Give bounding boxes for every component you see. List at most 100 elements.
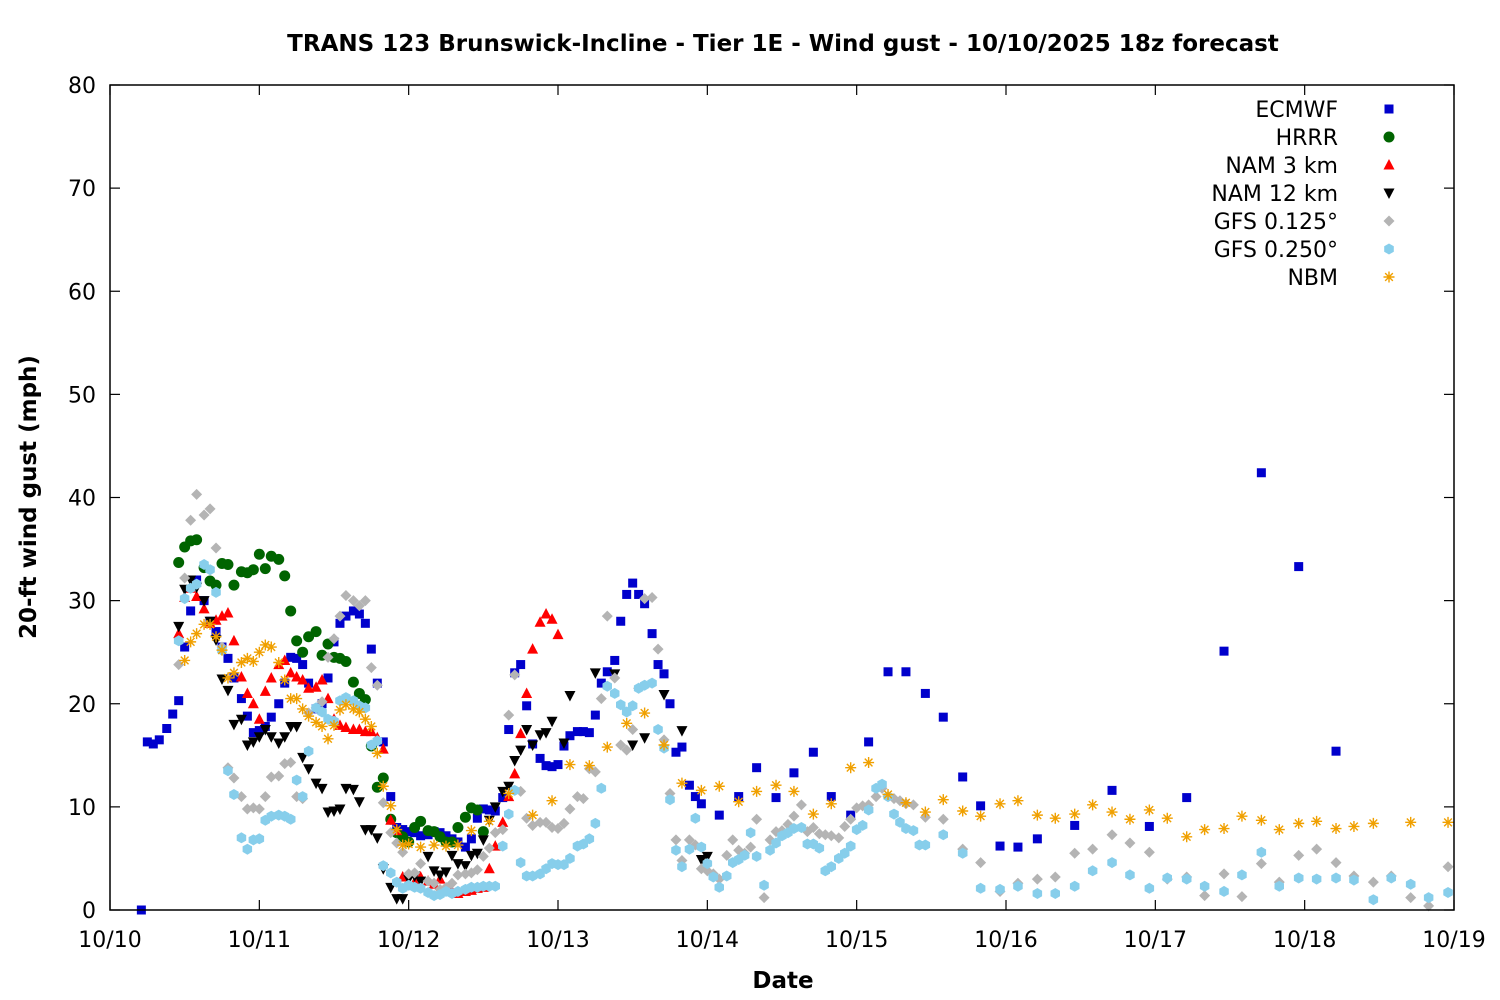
data-point-gfs-0-250 [527, 870, 538, 882]
data-point-nam-12-km [564, 691, 576, 702]
data-point-gfs-0-250 [1405, 878, 1416, 890]
data-point-gfs-0-250 [789, 823, 799, 834]
data-point-ecmwf [1013, 842, 1023, 852]
data-point-nbm [1330, 823, 1342, 835]
data-point-ecmwf [696, 799, 706, 809]
data-point-gfs-0-125 [1405, 892, 1417, 904]
data-point-gfs-0-250 [696, 841, 707, 853]
data-point-ecmwf [789, 768, 799, 778]
data-point-nam-3-km [483, 862, 495, 874]
data-point-gfs-0-125 [259, 791, 271, 803]
data-point-gfs-0-125 [721, 849, 733, 861]
data-point-ecmwf [565, 731, 575, 741]
data-point-gfs-0-250 [453, 885, 463, 897]
y-tick-label: 60 [68, 280, 96, 305]
data-point-nbm [452, 839, 464, 851]
data-point-nam-3-km [259, 685, 271, 696]
data-point-nam-12-km [546, 716, 558, 728]
data-point-nbm [919, 806, 931, 818]
data-point-gfs-0-125 [340, 589, 352, 601]
x-axis: 10/10 10/11 10/12 10/13 10/14 10/15 10/16 10/17… [78, 85, 1486, 953]
data-point-nbm [377, 780, 389, 792]
data-point-gfs-0-125 [552, 823, 564, 835]
data-point-gfs-0-250 [415, 882, 426, 894]
legend: ECMWF HRRR NAM 3 km NAM 12 km GFS 0.125° GFS … [1211, 98, 1395, 291]
data-point-gfs-0-250 [653, 724, 663, 735]
data-point-nbm [259, 639, 271, 651]
data-point-nbm [273, 657, 285, 668]
data-point-nbm [1367, 817, 1379, 829]
data-point-gfs-0-125 [273, 770, 285, 782]
data-point-gfs-0-125 [497, 824, 509, 836]
data-point-nbm [601, 741, 613, 753]
data-point-nam-12-km [303, 764, 315, 775]
x-tick-label: 10/18 [1273, 928, 1336, 953]
data-point-gfs-0-250 [665, 794, 675, 806]
data-point-ecmwf [292, 653, 302, 663]
data-point-ecmwf [298, 660, 308, 670]
data-point-nam-3-km [552, 628, 564, 640]
x-axis-label: Date [752, 968, 813, 994]
data-point-ecmwf [516, 660, 526, 670]
data-point-nam-3-km [509, 767, 521, 779]
data-point-nbm [303, 710, 315, 722]
data-point-gfs-0-250 [291, 774, 302, 786]
legend-label-nbm: NBM [1287, 266, 1338, 291]
data-point-ecmwf [938, 712, 948, 722]
data-point-gfs-0-250 [303, 745, 314, 757]
data-point-nam-12-km [291, 721, 303, 733]
data-point-gfs-0-125 [1311, 843, 1323, 855]
data-point-nbm [285, 693, 297, 705]
data-point-ecmwf [535, 753, 545, 763]
data-point-gfs-0-250 [590, 817, 601, 829]
data-point-hrrr [452, 822, 464, 833]
data-point-nam-12-km [247, 737, 259, 748]
data-point-ecmwf [1219, 646, 1229, 656]
data-point-nam-3-km [527, 643, 539, 654]
data-point-gfs-0-125 [483, 842, 495, 854]
data-point-gfs-0-125 [646, 592, 658, 604]
data-point-nbm [322, 733, 334, 745]
data-point-nam-12-km [471, 848, 483, 860]
data-point-gfs-0-125 [322, 651, 334, 663]
data-point-nam-12-km [279, 732, 291, 743]
data-point-ecmwf [404, 827, 414, 837]
data-point-gfs-0-250 [722, 870, 732, 882]
data-point-gfs-0-250 [242, 843, 253, 855]
data-point-nam-3-km [303, 682, 315, 693]
data-point-gfs-0-250 [211, 586, 221, 598]
data-point-ecmwf [142, 737, 152, 747]
data-point-nam-12-km [509, 755, 521, 767]
data-point-ecmwf [602, 667, 612, 677]
data-point-nbm [334, 704, 346, 716]
data-point-ecmwf [354, 609, 364, 619]
data-point-ecmwf [622, 589, 632, 599]
data-point-nbm [676, 777, 688, 789]
data-point-gfs-0-250 [1349, 874, 1359, 886]
data-point-ecmwf [864, 737, 874, 747]
data-point-gfs-0-125 [328, 633, 340, 645]
data-point-gfs-0-250 [285, 813, 296, 825]
data-point-nbm [265, 641, 277, 653]
data-point-gfs-0-125 [415, 858, 427, 870]
data-point-hrrr [285, 605, 297, 617]
data-point-gfs-0-250 [386, 867, 396, 879]
legend-marker-nam-12-km [1383, 188, 1395, 199]
data-point-gfs-0-125 [639, 593, 651, 605]
data-point-hrrr [377, 772, 389, 784]
data-point-nbm [228, 667, 240, 679]
data-point-gfs-0-125 [371, 679, 383, 691]
data-point-nam-12-km [228, 719, 240, 731]
data-point-hrrr [310, 626, 322, 638]
y-tick-label: 80 [68, 74, 96, 99]
data-point-ecmwf [1107, 785, 1117, 795]
data-point-ecmwf [248, 728, 258, 738]
data-point-gfs-0-250 [1013, 880, 1023, 892]
data-point-gfs-0-250 [1162, 872, 1172, 884]
data-point-nam-3-km [265, 671, 277, 683]
data-point-ecmwf [1182, 793, 1192, 803]
data-point-ecmwf [254, 726, 264, 736]
data-point-nbm [1442, 816, 1454, 828]
data-point-nbm [328, 719, 340, 731]
